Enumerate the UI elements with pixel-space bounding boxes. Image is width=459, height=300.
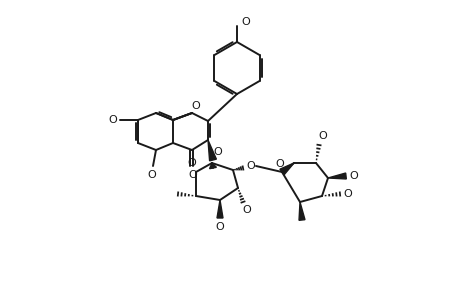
Polygon shape <box>279 163 293 175</box>
Polygon shape <box>207 140 216 161</box>
Text: O: O <box>275 159 284 169</box>
Text: O: O <box>343 189 352 199</box>
Text: O: O <box>349 171 358 181</box>
Text: O: O <box>246 161 255 171</box>
Text: O: O <box>318 131 327 141</box>
Text: O: O <box>242 205 251 215</box>
Text: O: O <box>108 115 117 125</box>
Text: O: O <box>147 170 156 180</box>
Polygon shape <box>327 173 346 179</box>
Text: O: O <box>187 158 196 168</box>
Text: O: O <box>213 147 222 157</box>
Text: O: O <box>241 17 250 27</box>
Text: O: O <box>215 222 224 232</box>
Polygon shape <box>298 202 304 220</box>
Polygon shape <box>209 163 216 169</box>
Text: O: O <box>191 101 200 111</box>
Polygon shape <box>217 200 223 218</box>
Text: O: O <box>188 170 197 180</box>
